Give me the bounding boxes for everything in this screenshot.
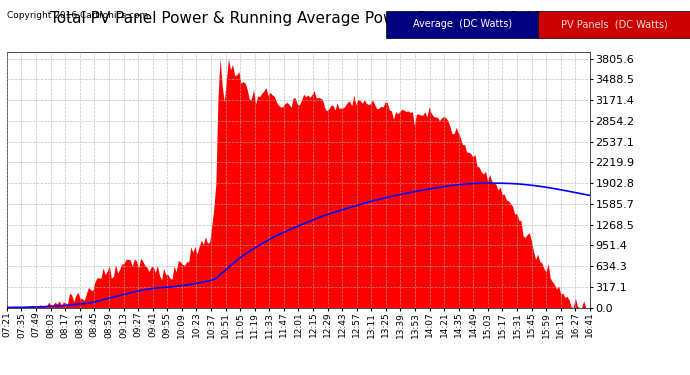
Text: Average  (DC Watts): Average (DC Watts)	[413, 20, 512, 29]
Text: Copyright 2016 Cartronics.com: Copyright 2016 Cartronics.com	[7, 11, 148, 20]
Text: PV Panels  (DC Watts): PV Panels (DC Watts)	[561, 20, 667, 29]
Text: Total PV Panel Power & Running Average Power Sat Jan 16 16:49: Total PV Panel Power & Running Average P…	[50, 11, 543, 26]
